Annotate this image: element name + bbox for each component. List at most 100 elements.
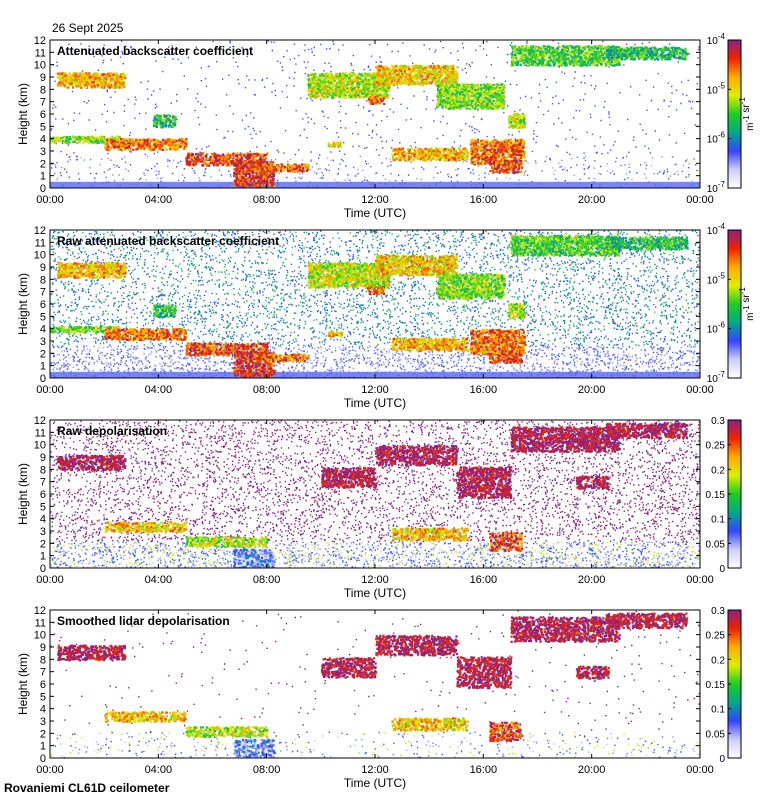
colorbar-tick-label: 0 [719,564,725,575]
x-tick-label: 12:00 [361,384,389,396]
y-tick-label: 4 [40,324,46,336]
colorbar-tick-label: 0.25 [706,441,726,452]
colorbar-tick-label: 10-6 [707,131,726,146]
y-tick-label: 3 [40,146,46,158]
y-tick-label: 0 [40,563,46,575]
y-tick-label: 5 [40,311,46,323]
x-tick-label: 04:00 [145,194,173,206]
colorbar-tick-label: 0.15 [706,490,726,501]
y-tick-label: 1 [40,361,46,373]
y-tick-label: 12 [34,225,46,237]
colorbar-tick-label: 10-4 [707,222,726,237]
y-tick-label: 6 [40,109,46,121]
colorbar-tick-label: 0.2 [711,655,725,666]
colorbar-tick-label: 10-7 [707,180,726,195]
x-tick-label: 08:00 [253,764,281,776]
x-tick-label: 00:00 [36,764,64,776]
y-tick-label: 2 [40,538,46,550]
panel-raw-attenuated-backscatter: 0 1 2 3 4 5 6 7 8 9 10 11 12 00:00 04:00 08:00 12:00 16:0… [0,220,780,410]
panel-title: Attenuated backscatter coefficient [57,44,253,58]
heatmap-field [50,230,700,378]
x-axis-label: Time (UTC) [344,586,406,600]
x-tick-label: 00:00 [36,194,64,206]
colorbar-tick-label: 0.15 [706,680,726,691]
y-tick-label: 9 [40,642,46,654]
x-tick-label: 08:00 [253,194,281,206]
panel-raw-depolarisation: 0 1 2 3 4 5 6 7 8 9 10 11 12 00:00 04:00 08:00 12:00 16:0… [0,410,780,600]
x-tick-label: 04:00 [145,574,173,586]
x-tick-label: 00:00 [36,384,64,396]
colorbar-unit: m-1 sr-1 [738,287,756,321]
x-tick-label: 04:00 [145,764,173,776]
colorbar-tick-label: 0.2 [711,465,725,476]
x-axis-label: Time (UTC) [344,776,406,790]
colorbar-unit: m-1 sr-1 [738,97,756,131]
y-tick-label: 8 [40,274,46,286]
colorbar-tick-label: 0.05 [706,729,726,740]
x-tick-label: 08:00 [253,574,281,586]
x-tick-label: 16:00 [470,194,498,206]
heatmap-field [50,40,700,188]
y-tick-label: 3 [40,336,46,348]
y-tick-label: 10 [34,440,46,452]
panel-attenuated-backscatter: 0 1 2 3 4 5 6 7 8 9 10 11 12 00:00 04:00 08:00 12:00 16:0… [0,30,780,220]
y-tick-label: 11 [35,47,46,59]
y-tick-label: 4 [40,704,46,716]
y-tick-label: 12 [34,35,46,47]
date-label: 26 Sept 2025 [52,21,124,35]
x-axis-label: Time (UTC) [344,206,406,220]
panel-smoothed-depolarisation: 0 1 2 3 4 5 6 7 8 9 10 11 12 00:00 04:00 08:00 12:00 16:0… [0,600,780,790]
x-tick-label: 16:00 [470,574,498,586]
y-tick-label: 7 [40,477,46,489]
y-tick-label: 10 [34,60,46,72]
y-tick-label: 4 [40,514,46,526]
y-tick-label: 5 [40,501,46,513]
panel-title: Smoothed lidar depolarisation [57,614,230,628]
colorbar-tick-label: 0.1 [711,705,725,716]
colorbar-tick-label: 0.1 [711,515,725,526]
panel-title: Raw attenuated backscatter coefficient [57,234,279,248]
y-tick-label: 8 [40,464,46,476]
colorbar-tick-label: 0 [719,754,725,765]
y-tick-label: 0 [40,183,46,195]
x-tick-label: 16:00 [470,384,498,396]
y-tick-label: 1 [40,171,46,183]
instrument-title: Rovaniemi CL61D ceilometer [4,781,170,795]
y-tick-label: 2 [40,158,46,170]
y-tick-label: 10 [34,250,46,262]
y-tick-label: 11 [35,237,46,249]
x-tick-label: 00:00 [36,574,64,586]
y-tick-label: 9 [40,452,46,464]
y-tick-label: 5 [40,691,46,703]
y-tick-label: 0 [40,373,46,385]
x-tick-label: 00:00 [686,384,714,396]
x-tick-label: 00:00 [686,194,714,206]
y-tick-label: 5 [40,121,46,133]
y-tick-label: 4 [40,134,46,146]
y-tick-label: 7 [40,667,46,679]
colorbar-tick-label: 10-6 [707,321,726,336]
y-tick-label: 9 [40,262,46,274]
y-tick-label: 3 [40,716,46,728]
colorbar [727,39,742,189]
x-tick-label: 20:00 [578,764,606,776]
y-tick-label: 6 [40,679,46,691]
x-tick-label: 16:00 [470,764,498,776]
panel-title: Raw depolarisation [57,424,167,438]
y-tick-label: 11 [35,617,46,629]
colorbar [727,229,742,379]
y-tick-label: 6 [40,299,46,311]
y-tick-label: 1 [40,741,46,753]
y-tick-label: 0 [40,753,46,765]
y-tick-label: 11 [35,427,46,439]
y-tick-label: 2 [40,728,46,740]
y-tick-label: 6 [40,489,46,501]
y-tick-label: 8 [40,654,46,666]
y-tick-label: 8 [40,84,46,96]
y-tick-label: 3 [40,526,46,538]
y-tick-label: 12 [34,605,46,617]
y-tick-label: 7 [40,97,46,109]
x-tick-label: 00:00 [686,764,714,776]
